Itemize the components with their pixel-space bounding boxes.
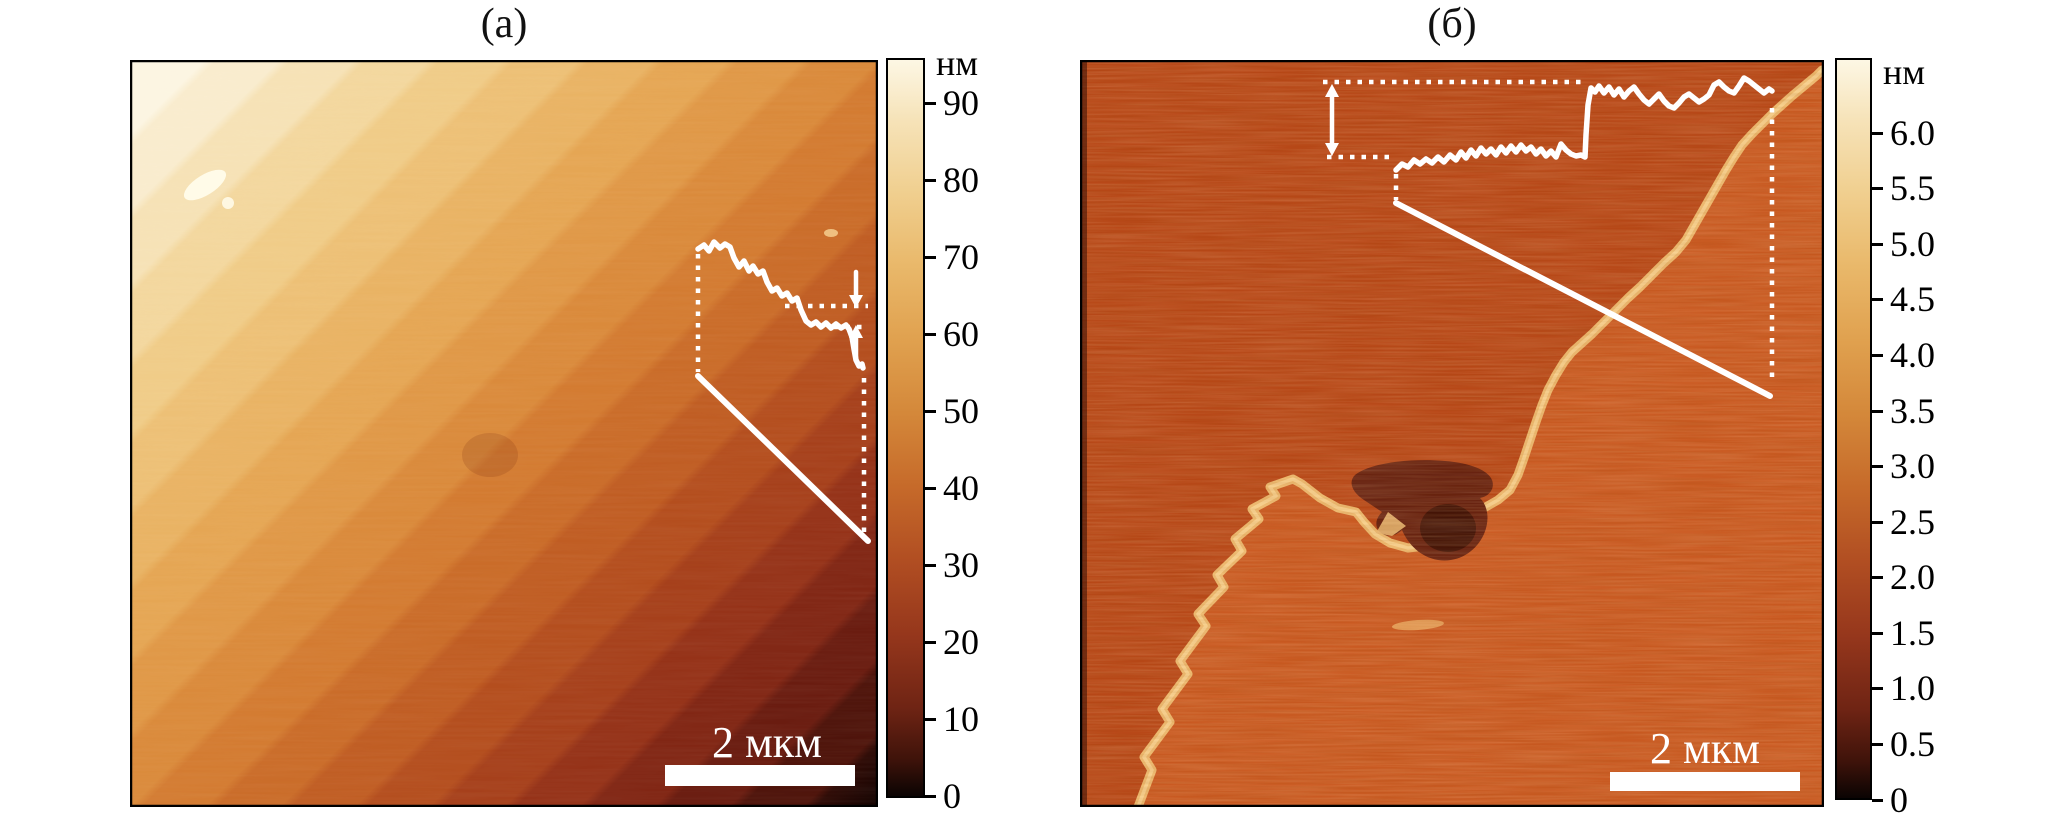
scale-bar-a: 2 мкм (665, 718, 855, 786)
colorbar-a-unit: нм (936, 43, 979, 83)
height-profile-overlay-a (695, 239, 871, 544)
colorbar-a-tick: 30 (925, 544, 979, 586)
scale-bar-label-a: 2 мкм (712, 718, 822, 767)
colorbar-b-labels: нм 6.0 5.5 5.0 4.5 4.0 3.5 3.0 2.5 2.0 1… (1872, 52, 1992, 820)
colorbar-b-tick: 2.5 (1872, 501, 1935, 543)
panel-b-label: (б) (1427, 1, 1477, 47)
left-edge-artifact-b (1080, 60, 1087, 807)
profile-section-line-a (695, 373, 871, 544)
colorbar-a-tick: 90 (925, 82, 979, 124)
up-arrow-icon (1325, 84, 1339, 97)
colorbar-b-tick: 6.0 (1872, 112, 1935, 154)
colorbar-a-tick: 0 (925, 775, 961, 817)
panel-a-label: (а) (480, 1, 528, 47)
colorbar-a-tick: 60 (925, 313, 979, 355)
scanline-noise-dark-b (1080, 60, 1824, 807)
down-arrow-icon (849, 295, 863, 308)
colorbar-b-tick: 1.5 (1872, 612, 1935, 654)
scanline-noise-a (130, 60, 878, 807)
colorbar-b-tick: 5.0 (1872, 223, 1935, 265)
colorbar-b-tick: 2.0 (1872, 556, 1935, 598)
colorbar-a-tick: 70 (925, 236, 979, 278)
colorbar-b-tick: 0.5 (1872, 723, 1935, 765)
height-profile-curve-a (695, 239, 866, 371)
image-frame-a (130, 60, 878, 807)
colorbar-b-tick: 4.0 (1872, 334, 1935, 376)
colorbar-b-tick: 4.5 (1872, 278, 1935, 320)
bright-speck-a (824, 229, 838, 237)
scale-bar-rect-a (665, 765, 855, 786)
afm-image-b: 2 мкм (1080, 60, 1824, 807)
shallow-depression-a (462, 433, 518, 477)
height-profile-curve-b (1393, 75, 1775, 173)
colorbar-b-unit: нм (1883, 52, 1926, 92)
colorbar-a-tick: 40 (925, 467, 979, 509)
colorbar-b-tick: 0 (1872, 779, 1908, 821)
scale-bar-b: 2 мкм (1610, 724, 1800, 791)
height-profile-overlay-b (1323, 75, 1775, 399)
colorbar-a-labels: нм 90 80 70 60 50 40 30 20 10 0 (925, 43, 1045, 816)
profile-section-line-b (1393, 200, 1773, 399)
down-arrow-icon (1325, 143, 1339, 156)
bright-particle-a (183, 169, 227, 201)
afm-image-a: 2 мкм (130, 60, 878, 807)
colorbar-a-tick: 10 (925, 698, 979, 740)
colorbar-b (1835, 58, 1872, 800)
scale-bar-label-b: 2 мкм (1650, 724, 1760, 773)
colorbar-a (886, 58, 925, 798)
colorbar-b-tick: 3.0 (1872, 445, 1935, 487)
image-frame-b (1080, 60, 1824, 807)
up-arrow-icon (849, 325, 863, 338)
bright-particle-small-a (222, 197, 234, 209)
colorbar-b-tick: 1.0 (1872, 667, 1935, 709)
colorbar-a-tick: 20 (925, 621, 979, 663)
colorbar-b-tick: 5.5 (1872, 167, 1935, 209)
colorbar-a-tick: 80 (925, 159, 979, 201)
colorbar-a-tick: 50 (925, 390, 979, 432)
scale-bar-rect-b (1610, 772, 1800, 791)
colorbar-b-tick: 3.5 (1872, 390, 1935, 432)
